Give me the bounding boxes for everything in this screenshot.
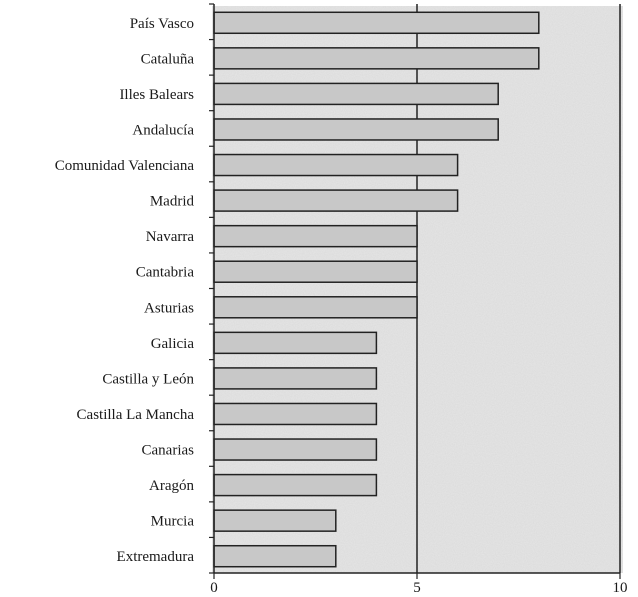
- category-label-0: País Vasco: [130, 16, 194, 32]
- category-label-11: Castilla La Mancha: [77, 407, 195, 423]
- bar-2: [213, 82, 499, 106]
- bar-14: [213, 509, 337, 532]
- bar-15: [213, 544, 337, 568]
- x-tick-label-0: 0: [210, 580, 218, 596]
- bar-1: [213, 47, 540, 70]
- bar-4: [213, 153, 459, 177]
- bar-11: [213, 402, 378, 426]
- bar-8: [213, 296, 418, 319]
- bar-10: [213, 367, 378, 390]
- bar-3: [213, 118, 499, 141]
- category-label-15: Extremadura: [117, 549, 195, 565]
- category-label-10: Castilla y León: [102, 371, 194, 387]
- category-label-8: Asturias: [144, 300, 194, 316]
- category-label-14: Murcia: [151, 514, 195, 530]
- category-label-3: Andalucía: [132, 122, 194, 138]
- bar-7: [213, 260, 418, 283]
- category-label-5: Madrid: [150, 194, 195, 210]
- bar-0: [213, 11, 540, 35]
- bars: [213, 11, 540, 568]
- category-label-1: Cataluña: [141, 51, 195, 67]
- bar-5: [213, 189, 459, 212]
- x-tick-labels: 0 5 10: [210, 580, 627, 596]
- bar-6: [213, 224, 418, 248]
- category-label-2: Illes Balears: [119, 87, 194, 103]
- x-tick-label-1: 5: [413, 580, 421, 596]
- axes: [209, 3, 621, 579]
- category-label-7: Cantabria: [136, 265, 195, 281]
- category-label-4: Comunidad Valenciana: [55, 158, 195, 174]
- bar-13: [213, 473, 378, 497]
- x-tick-label-2: 10: [613, 580, 628, 596]
- bar-9: [213, 331, 378, 355]
- category-label-6: Navarra: [146, 229, 195, 245]
- category-labels: País Vasco Cataluña Illes Balears Andalucía…: [55, 16, 195, 565]
- bar-12: [213, 438, 378, 461]
- category-label-9: Galicia: [151, 336, 195, 352]
- category-label-12: Canarias: [142, 443, 195, 459]
- category-label-13: Aragón: [149, 478, 194, 494]
